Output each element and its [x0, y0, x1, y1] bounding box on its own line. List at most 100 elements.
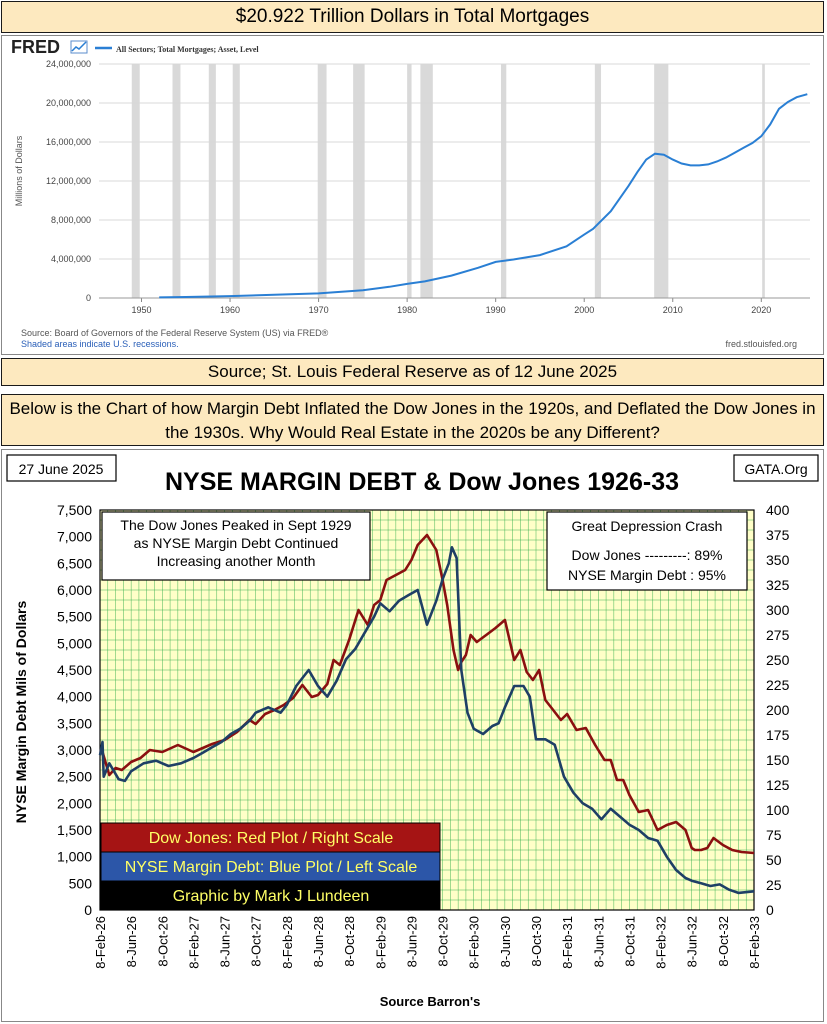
margin-debt-line — [98, 546, 755, 895]
left-tick-label: 5,000 — [57, 635, 92, 651]
x-tick-label: 8-Oct-27 — [249, 916, 264, 967]
legend-margin-label: NYSE Margin Debt: Blue Plot / Left Scale — [125, 859, 418, 876]
x-tick-label: 8-Jun-30 — [498, 916, 513, 967]
left-tick-label: 3,000 — [57, 742, 92, 758]
left-tick-label: 0 — [84, 902, 92, 918]
peak-note-line: as NYSE Margin Debt Continued — [134, 535, 339, 551]
source-banner: Source; St. Louis Federal Reserve as of … — [1, 358, 824, 386]
right-tick-label: 75 — [766, 827, 782, 843]
right-tick-label: 100 — [766, 802, 790, 818]
right-tick-label: 0 — [766, 902, 774, 918]
x-tick-label: 8-Jun-29 — [404, 916, 419, 967]
fred-y-tick-label: 8,000,000 — [51, 215, 91, 225]
fred-y-tick-label: 16,000,000 — [46, 137, 91, 147]
x-tick-label: 8-Oct-28 — [342, 916, 357, 967]
right-tick-label: 325 — [766, 577, 790, 593]
legend-credit-label: Graphic by Mark J Lundeen — [173, 888, 370, 905]
left-tick-label: 3,500 — [57, 715, 92, 731]
margin-debt-chart: 27 June 2025 NYSE MARGIN DEBT & Dow Jone… — [6, 454, 819, 1009]
x-tick-label: 8-Feb-33 — [747, 916, 762, 969]
legend-dow-label: Dow Jones: Red Plot / Right Scale — [149, 830, 394, 847]
x-tick-label: 8-Feb-29 — [373, 916, 388, 969]
x-tick-label: 8-Oct-30 — [529, 916, 544, 967]
right-tick-label: 300 — [766, 602, 790, 618]
left-tick-label: 2,500 — [57, 769, 92, 785]
x-tick-label: 8-Oct-26 — [155, 916, 170, 967]
fred-logo-icon — [70, 40, 88, 54]
crash-note-line: Dow Jones ---------: 89% — [572, 547, 723, 563]
x-tick-label: 8-Oct-31 — [622, 916, 637, 967]
legend-margin-box — [100, 851, 441, 882]
fred-chart: FRED All Sectors; Total Mortgages; Asset… — [11, 37, 810, 349]
fred-legend-label: All Sectors; Total Mortgages; Asset, Lev… — [116, 45, 259, 54]
site-box — [733, 454, 819, 482]
question-banner: Below is the Chart of how Margin Debt In… — [1, 394, 824, 446]
date-box — [6, 454, 117, 482]
peak-note-box: The Dow Jones Peaked in Sept 1929 as NYSE… — [101, 511, 371, 581]
fred-x-tick-label: 1950 — [131, 305, 151, 315]
fred-series-line — [159, 93, 808, 299]
right-tick-label: 275 — [766, 627, 790, 643]
fred-y-tick-label: 20,000,000 — [46, 98, 91, 108]
legend-stack: Dow Jones: Red Plot / Right Scale NYSE Ma… — [100, 822, 441, 911]
left-tick-label: 5,500 — [57, 609, 92, 625]
left-tick-label: 4,000 — [57, 689, 92, 705]
fred-y-axis-label: Millions of Dollars — [14, 135, 24, 206]
right-tick-label: 375 — [766, 527, 790, 543]
left-tick-label: 6,000 — [57, 582, 92, 598]
x-tick-label: 8-Feb-28 — [280, 916, 295, 969]
left-tick-label: 4,500 — [57, 662, 92, 678]
fred-y-tick-label: 4,000,000 — [51, 254, 91, 264]
x-tick-label: 8-Jun-31 — [591, 916, 606, 967]
x-tick-label: 8-Jun-28 — [311, 916, 326, 967]
crash-note-title: Great Depression Crash — [572, 518, 723, 534]
right-tick-label: 125 — [766, 777, 790, 793]
fred-plot-area: 0 4,000,000 8,000,000 12,000,000 16,000,000 2… — [46, 59, 810, 315]
peak-note-line: Increasing another Month — [157, 553, 316, 569]
legend-dow-box — [100, 822, 441, 853]
dow-jones-line — [99, 533, 755, 855]
fred-x-tick-label: 2010 — [663, 305, 683, 315]
fred-y-tick-label: 0 — [86, 293, 91, 303]
fred-y-tick-label: 24,000,000 — [46, 59, 91, 69]
fred-shade-note: Shaded areas indicate U.S. recessions. — [21, 339, 179, 349]
x-tick-label: 8-Oct-32 — [716, 916, 731, 967]
right-tick-label: 50 — [766, 852, 782, 868]
peak-note-line: The Dow Jones Peaked in Sept 1929 — [120, 517, 351, 533]
fred-source-note: Source: Board of Governors of the Federa… — [21, 328, 329, 338]
left-tick-label: 2,000 — [57, 795, 92, 811]
x-tick-label: 8-Feb-26 — [93, 916, 108, 969]
left-tick-label: 7,000 — [57, 529, 92, 545]
x-tick-label: 8-Jun-27 — [218, 916, 233, 967]
fred-x-tick-label: 1970 — [309, 305, 329, 315]
right-tick-label: 225 — [766, 677, 790, 693]
margin-debt-chart-panel: 27 June 2025 NYSE MARGIN DEBT & Dow Jone… — [1, 449, 824, 1022]
left-tick-label: 1,500 — [57, 822, 92, 838]
right-tick-label: 175 — [766, 727, 790, 743]
left-tick-label: 500 — [69, 875, 93, 891]
fred-x-tick-label: 1960 — [220, 305, 240, 315]
left-tick-label: 6,500 — [57, 555, 92, 571]
fred-chart-panel: FRED All Sectors; Total Mortgages; Asset… — [1, 35, 824, 355]
fred-x-tick-label: 1980 — [397, 305, 417, 315]
left-tick-label: 7,500 — [57, 502, 92, 518]
right-tick-label: 25 — [766, 877, 782, 893]
date-box-text: 27 June 2025 — [19, 461, 104, 477]
legend-credit-box — [100, 880, 441, 911]
right-tick-label: 150 — [766, 752, 790, 768]
fred-x-tick-label: 2020 — [751, 305, 771, 315]
x-tick-label: 8-Feb-31 — [560, 916, 575, 969]
x-tick-label: 8-Feb-27 — [186, 916, 201, 969]
x-tick-label: 8-Feb-30 — [467, 916, 482, 969]
right-tick-label: 400 — [766, 502, 790, 518]
fred-site-link[interactable]: fred.stlouisfed.org — [725, 339, 797, 349]
x-tick-label: 8-Jun-32 — [685, 916, 700, 967]
right-tick-label: 200 — [766, 702, 790, 718]
x-tick-label: 8-Oct-29 — [436, 916, 451, 967]
left-axis-label: NYSE Margin Debt Mils of Dollars — [13, 601, 29, 824]
chart-title: NYSE MARGIN DEBT & Dow Jones 1926-33 — [165, 468, 679, 496]
fred-x-tick-label: 2000 — [574, 305, 594, 315]
site-box-text: GATA.Org — [744, 461, 807, 477]
right-tick-label: 350 — [766, 552, 790, 568]
x-axis-label: Source Barron's — [380, 994, 481, 1009]
